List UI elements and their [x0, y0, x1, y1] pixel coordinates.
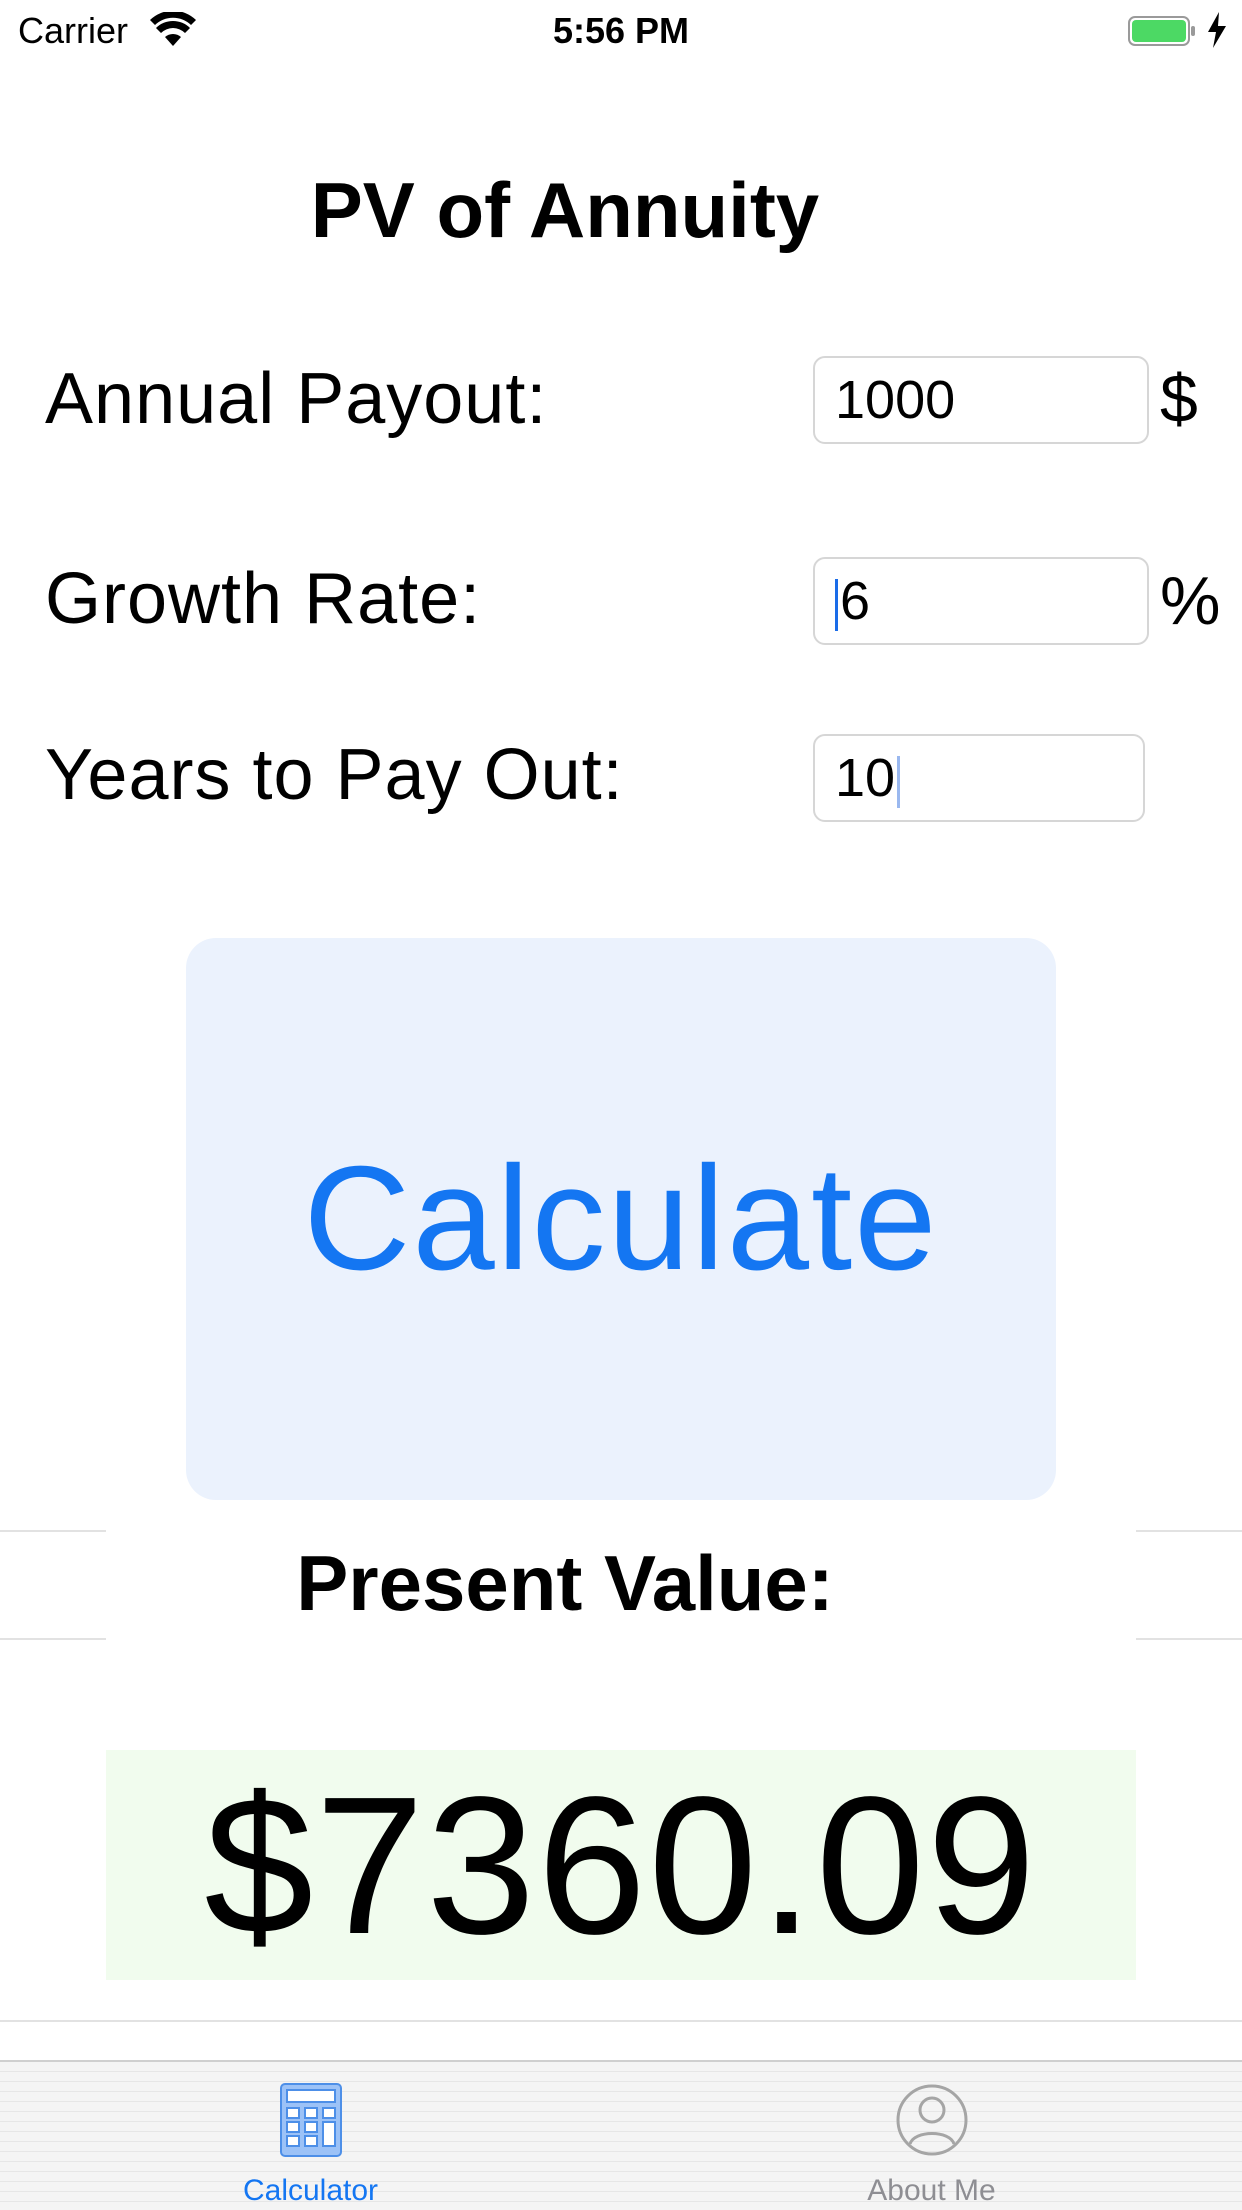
- text-caret: [897, 755, 901, 808]
- calculate-button[interactable]: Calculate: [186, 938, 1056, 1500]
- present-value-result: $7360.09: [204, 1755, 1038, 1975]
- present-value-band-cover: [106, 1520, 1136, 1652]
- result-box: $7360.09: [106, 1750, 1136, 1980]
- status-bar: Carrier 5:56 PM: [0, 0, 1242, 62]
- growth-rate-label: Growth Rate:: [45, 559, 482, 639]
- divider: [0, 2020, 1242, 2022]
- dollar-unit-label: $: [1160, 361, 1198, 437]
- status-time: 5:56 PM: [552, 10, 690, 51]
- person-icon: [896, 2084, 967, 2156]
- tab-calculator-label: Calculator: [242, 2174, 379, 2207]
- tab-about-me-label: About Me: [867, 2174, 996, 2207]
- text-caret: [835, 578, 838, 631]
- bolt-icon: [1208, 12, 1226, 48]
- tab-about-me[interactable]: About Me: [621, 2062, 1242, 2210]
- years-input[interactable]: 10: [813, 734, 1145, 822]
- annual-payout-label: Annual Payout:: [45, 359, 548, 439]
- page-title: PV of Annuity: [310, 166, 820, 254]
- years-value: 10: [835, 748, 896, 808]
- annual-payout-input[interactable]: 1000: [813, 356, 1149, 444]
- growth-rate-input[interactable]: 6: [813, 557, 1149, 645]
- annual-payout-value: 1000: [835, 370, 956, 430]
- battery-icon: [1128, 16, 1195, 46]
- percent-unit-label: %: [1160, 563, 1221, 639]
- wifi-icon: [150, 12, 196, 46]
- years-label: Years to Pay Out:: [45, 735, 624, 815]
- tab-calculator[interactable]: Calculator: [0, 2062, 621, 2210]
- calculate-button-label: Calculate: [303, 1136, 939, 1301]
- carrier-label: Carrier: [18, 10, 129, 51]
- calculator-icon: [279, 2083, 342, 2157]
- growth-rate-value: 6: [840, 571, 871, 631]
- present-value-label: Present Value:: [296, 1539, 834, 1627]
- tab-bar: Calculator About Me: [0, 2060, 1242, 2210]
